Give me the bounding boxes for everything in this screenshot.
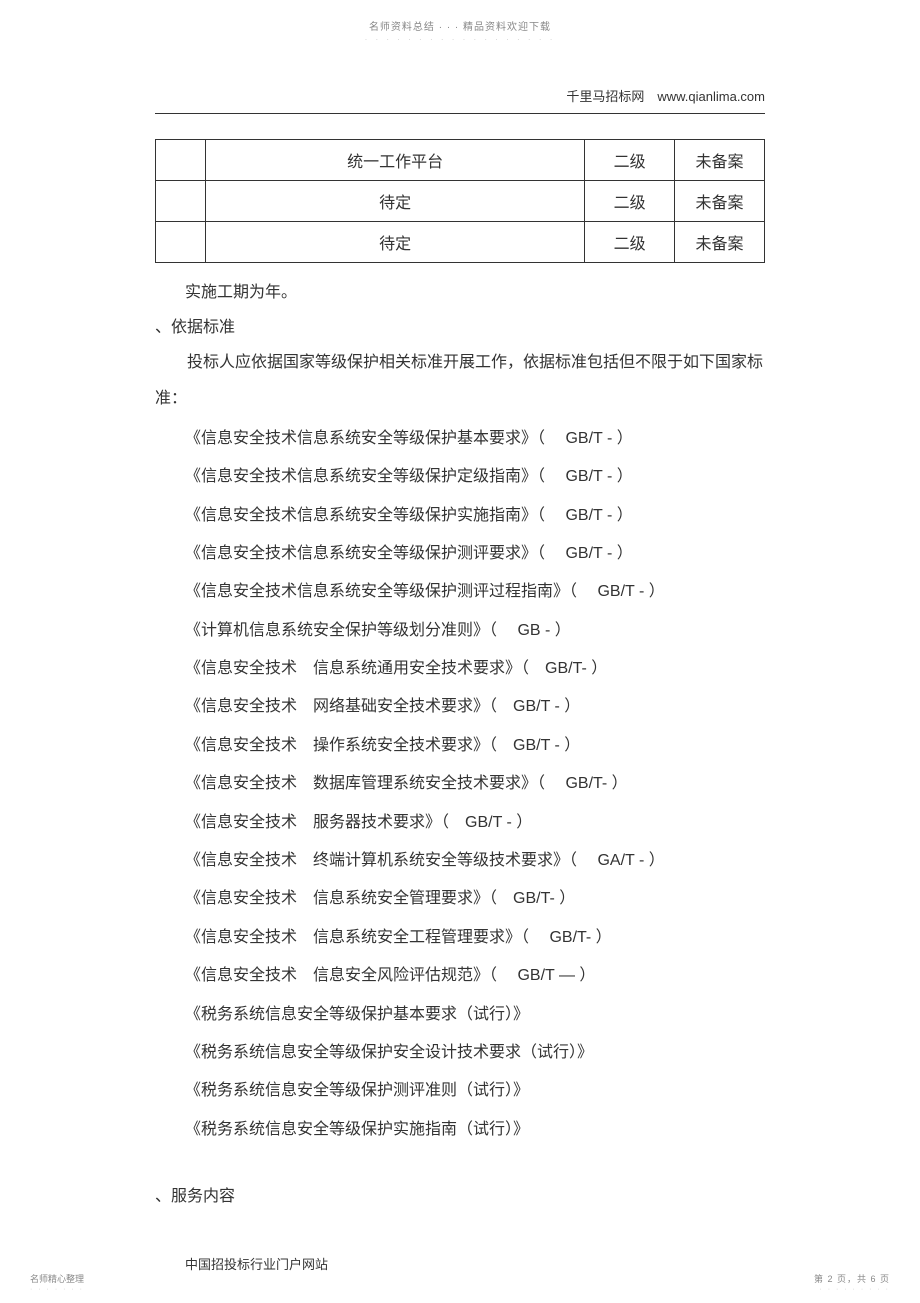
standard-item: 《信息安全技术信息系统安全等级保护实施指南》（ GB/T - ） — [185, 497, 765, 535]
standard-item: 《信息安全技术 信息系统安全工程管理要求》（ GB/T- ） — [185, 919, 765, 957]
bottom-left-text: 名师精心整理 — [30, 1272, 84, 1285]
cell-status: 未备案 — [675, 140, 765, 181]
cell-blank — [156, 140, 206, 181]
page-number: 第 2 页，共 6 页 — [814, 1272, 890, 1285]
section-heading-service: 、服务内容 — [155, 1179, 765, 1214]
cell-name: 统一工作平台 — [205, 140, 584, 181]
period-text: 实施工期为年。 — [155, 275, 765, 310]
standard-item: 《信息安全技术 服务器技术要求》（ GB/T - ） — [185, 804, 765, 842]
cell-level: 二级 — [585, 222, 675, 263]
cell-blank — [156, 181, 206, 222]
cell-level: 二级 — [585, 140, 675, 181]
standard-item: 《信息安全技术 数据库管理系统安全技术要求》（ GB/T- ） — [185, 765, 765, 803]
main-content: 统一工作平台 二级 未备案 待定 二级 未备案 待定 二级 未备案 实施工期为年… — [0, 114, 920, 1273]
standard-item: 《税务系统信息安全等级保护实施指南（试行）》 — [185, 1111, 765, 1149]
bottom-left-sub: · · · · · · · — [30, 1286, 84, 1293]
standard-item: 《信息安全技术信息系统安全等级保护测评过程指南》（ GB/T - ） — [185, 573, 765, 611]
standard-item: 《信息安全技术 网络基础安全技术要求》（ GB/T - ） — [185, 688, 765, 726]
section-heading-standards: 、依据标准 — [155, 310, 765, 345]
standard-item: 《信息安全技术 操作系统安全技术要求》（ GB/T - ） — [185, 727, 765, 765]
table-row: 待定 二级 未备案 — [156, 181, 765, 222]
cell-level: 二级 — [585, 181, 675, 222]
top-header-sub: · · · · · · · · · · · · · · · · · · — [0, 35, 920, 44]
standard-item: 《信息安全技术信息系统安全等级保护定级指南》（ GB/T - ） — [185, 458, 765, 496]
table-row: 统一工作平台 二级 未备案 — [156, 140, 765, 181]
info-table: 统一工作平台 二级 未备案 待定 二级 未备案 待定 二级 未备案 — [155, 139, 765, 263]
standard-item: 《信息安全技术 信息安全风险评估规范》（ GB/T — ） — [185, 957, 765, 995]
standards-list: 《信息安全技术信息系统安全等级保护基本要求》（ GB/T - ） 《信息安全技术… — [155, 420, 765, 1149]
cell-blank — [156, 222, 206, 263]
cell-status: 未备案 — [675, 181, 765, 222]
cell-name: 待定 — [205, 222, 584, 263]
cell-name: 待定 — [205, 181, 584, 222]
site-header: 千里马招标网 www.qianlima.com — [0, 86, 920, 105]
standard-item: 《税务系统信息安全等级保护基本要求（试行）》 — [185, 996, 765, 1034]
standard-item: 《税务系统信息安全等级保护测评准则（试行）》 — [185, 1072, 765, 1110]
standard-item: 《计算机信息系统安全保护等级划分准则》（ GB - ） — [185, 612, 765, 650]
standard-item: 《信息安全技术 信息系统安全管理要求》（ GB/T- ） — [185, 880, 765, 918]
top-header: 名师资料总结 · · · 精品资料欢迎下载 — [0, 0, 920, 33]
section-para: 投标人应依据国家等级保护相关标准开展工作，依据标准包括但不限于如下国家标准： — [155, 345, 765, 415]
standard-item: 《信息安全技术信息系统安全等级保护基本要求》（ GB/T - ） — [185, 420, 765, 458]
bottom-right-sub: · · · · · · · · · — [819, 1286, 890, 1293]
standard-item: 《信息安全技术 终端计算机系统安全等级技术要求》（ GA/T - ） — [185, 842, 765, 880]
standard-item: 《信息安全技术 信息系统通用安全技术要求》（ GB/T- ） — [185, 650, 765, 688]
cell-status: 未备案 — [675, 222, 765, 263]
standard-item: 《税务系统信息安全等级保护安全设计技术要求（试行）》 — [185, 1034, 765, 1072]
standard-item: 《信息安全技术信息系统安全等级保护测评要求》（ GB/T - ） — [185, 535, 765, 573]
table-row: 待定 二级 未备案 — [156, 222, 765, 263]
footer-portal: 中国招投标行业门户网站 — [155, 1254, 765, 1273]
